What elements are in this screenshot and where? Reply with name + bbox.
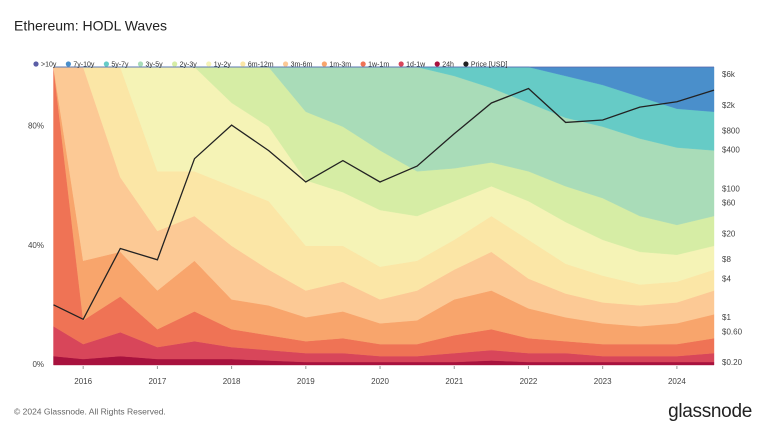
y2-tick-label: $6k (722, 70, 736, 79)
y2-tick-label: $800 (722, 126, 740, 135)
logo: glassnode (668, 401, 752, 422)
legend-swatch (240, 61, 246, 67)
legend-item[interactable]: 1d-1w (398, 61, 427, 68)
legend-item[interactable]: 7y-10y (65, 61, 95, 68)
y2-tick-label: $400 (722, 146, 740, 155)
legend-swatch (398, 61, 404, 67)
legend-label: 1y-2y (214, 61, 232, 68)
legend-swatch (172, 61, 178, 67)
legend-swatch (65, 61, 71, 67)
plot-area (53, 66, 715, 366)
legend-swatch (206, 61, 212, 67)
legend-label: 6m-12m (248, 61, 274, 68)
legend-swatch (434, 61, 440, 67)
x-tick-label: 2017 (148, 377, 166, 386)
legend-label: 2y-3y (180, 61, 198, 68)
copyright: © 2024 Glassnode. All Rights Reserved. (14, 406, 166, 416)
legend-item[interactable]: 3m-6m (282, 61, 313, 68)
legend-label: 24h (442, 61, 454, 68)
legend-swatch (33, 61, 39, 67)
legend-item[interactable]: 1w-1m (360, 61, 390, 68)
x-tick-label: 2016 (74, 377, 92, 386)
legend-item[interactable]: 2y-3y (172, 61, 197, 68)
y-tick-label: 0% (32, 360, 44, 369)
y-tick-label: 80% (28, 122, 44, 131)
legend-label: >10y (41, 61, 57, 68)
x-tick-label: 2020 (371, 377, 389, 386)
legend-label: 5y-7y (111, 61, 129, 68)
legend-item[interactable]: 3y-5y (137, 61, 164, 68)
legend-swatch (321, 61, 327, 67)
y2-tick-label: $0.60 (722, 327, 743, 336)
legend-item[interactable]: >10y (33, 61, 57, 68)
y2-tick-label: $2k (722, 101, 736, 110)
x-tick-label: 2021 (445, 377, 463, 386)
x-tick-label: 2024 (668, 377, 686, 386)
legend-item[interactable]: Price [USD] (463, 61, 508, 68)
x-tick-label: 2018 (223, 377, 241, 386)
chart-title: Ethereum: HODL Waves (14, 18, 167, 34)
y2-tick-label: $0.20 (722, 358, 743, 367)
legend-label: 1w-1m (368, 61, 389, 68)
x-tick-label: 2019 (297, 377, 315, 386)
price-line (53, 87, 715, 321)
legend-label: 3m-6m (291, 61, 313, 68)
legend-item[interactable]: 5y-7y (103, 61, 129, 68)
legend-label: 1m-3m (329, 61, 351, 68)
y2-tick-label: $20 (722, 229, 736, 238)
legend-label: Price [USD] (471, 61, 508, 68)
legend-label: 7y-10y (73, 61, 95, 68)
y-tick-label: 40% (28, 241, 44, 250)
y2-tick-label: $4 (722, 274, 731, 283)
y2-tick-label: $100 (722, 184, 740, 193)
legend-swatch (463, 61, 469, 67)
x-tick-label: 2023 (594, 377, 612, 386)
legend-swatch (103, 61, 109, 67)
y2-tick-label: $1 (722, 313, 731, 322)
legend-label: 1d-1w (406, 61, 426, 68)
y2-tick-label: $60 (722, 199, 736, 208)
legend-swatch (137, 61, 144, 67)
legend-swatch (360, 61, 366, 67)
legend-label: 3y-5y (146, 61, 164, 68)
legend-item[interactable]: 24h (434, 61, 454, 68)
legend-item[interactable]: 1m-3m (321, 61, 352, 68)
x-tick-label: 2022 (520, 377, 538, 386)
legend-item[interactable]: 1y-2y (206, 61, 231, 68)
legend-swatch (282, 61, 289, 67)
y2-tick-label: $8 (722, 255, 731, 264)
legend-item[interactable]: 6m-12m (240, 61, 274, 68)
